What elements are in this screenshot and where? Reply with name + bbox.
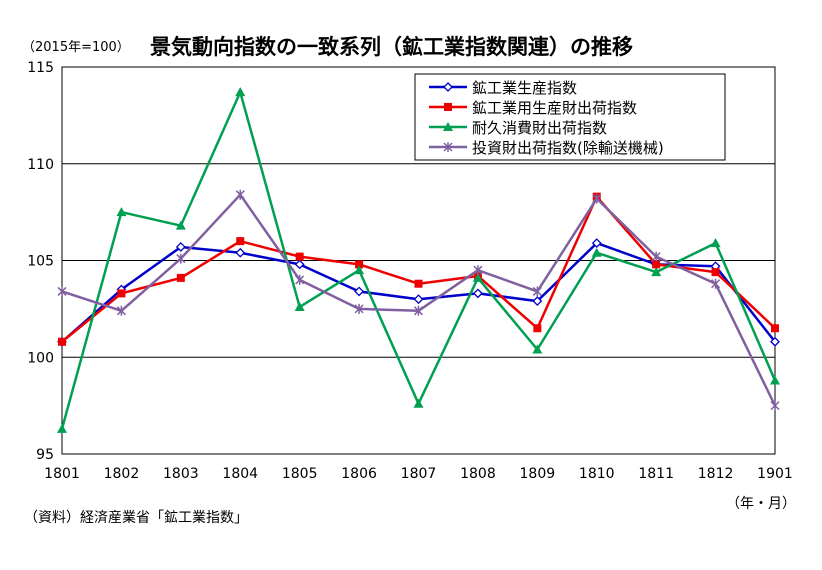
data-point-2	[771, 324, 779, 333]
data-point-4	[770, 400, 780, 411]
legend-label: 投資財出荷指数(除輸送機械)	[472, 139, 664, 157]
data-point-2	[355, 260, 364, 269]
data-point-1	[770, 336, 780, 347]
legend-label: 鉱工業用生産財出荷指数	[472, 99, 637, 117]
legend-label: 鉱工業生産指数	[472, 79, 577, 97]
data-point-1	[235, 247, 246, 258]
data-point-2	[176, 273, 185, 282]
x-tick-label: 1806	[341, 466, 377, 482]
data-point-1	[294, 259, 305, 270]
series-line-1	[61, 241, 776, 343]
legend-box	[414, 73, 726, 161]
data-point-4	[711, 278, 721, 289]
data-point-2	[295, 252, 304, 261]
data-point-4	[592, 193, 602, 204]
y-tick-label: 110	[27, 157, 54, 173]
data-point-3	[354, 265, 365, 275]
data-point-3	[235, 87, 246, 97]
data-point-3	[57, 423, 67, 433]
x-tick-label: 1810	[579, 466, 615, 482]
x-tick-label: 1808	[460, 466, 496, 482]
x-tick-label: 1803	[163, 466, 199, 482]
x-tick-label: 1805	[282, 466, 318, 482]
legend-marker	[443, 142, 453, 152]
data-point-3	[294, 301, 305, 311]
data-point-4	[651, 251, 661, 262]
x-tick-label: 1801	[44, 466, 80, 482]
data-point-2	[414, 279, 423, 288]
data-point-4	[473, 265, 483, 276]
x-axis-unit: （年・月）	[726, 496, 796, 512]
data-point-3	[770, 375, 780, 385]
y-unit-label: （2015年=100）	[22, 40, 130, 55]
data-point-1	[532, 296, 543, 307]
legend-label: 耐久消費財出荷指数	[472, 119, 607, 137]
legend-marker	[444, 103, 452, 111]
data-point-3	[116, 207, 127, 217]
x-tick-label: 1811	[638, 466, 674, 482]
x-tick-label: 1802	[104, 466, 140, 482]
legend-marker	[443, 82, 453, 92]
legend-marker	[443, 122, 453, 131]
data-point-3	[175, 220, 186, 230]
data-point-2	[117, 289, 126, 298]
data-point-2	[533, 324, 542, 333]
source-note: （資料）経済産業省「鉱工業指数」	[24, 510, 248, 526]
data-point-1	[472, 288, 483, 299]
data-point-4	[176, 253, 186, 264]
data-point-4	[235, 189, 245, 200]
data-point-1	[591, 238, 602, 249]
data-point-3	[651, 267, 662, 277]
data-point-1	[175, 242, 186, 252]
y-tick-label: 95	[36, 447, 54, 463]
x-tick-label: 1807	[401, 466, 437, 482]
data-point-2	[58, 337, 66, 346]
x-tick-label: 1809	[520, 466, 556, 482]
data-point-2	[652, 260, 661, 269]
data-point-4	[116, 305, 126, 316]
y-tick-label: 100	[27, 350, 54, 366]
data-point-2	[236, 237, 245, 246]
data-point-3	[532, 344, 543, 354]
x-tick-label: 1804	[222, 466, 258, 482]
data-point-2	[711, 268, 720, 277]
data-point-1	[413, 294, 424, 305]
data-point-4	[295, 274, 305, 285]
data-point-4	[532, 286, 542, 297]
x-tick-label: 1812	[698, 466, 734, 482]
y-tick-label: 105	[27, 254, 54, 270]
data-point-4	[413, 305, 424, 316]
data-point-1	[354, 286, 365, 297]
chart-title: 景気動向指数の一致系列（鉱工業指数関連）の推移	[150, 35, 633, 59]
data-point-3	[710, 238, 721, 248]
data-point-4	[57, 286, 67, 297]
data-point-3	[591, 247, 602, 257]
y-tick-label: 115	[27, 60, 54, 76]
data-point-3	[413, 398, 424, 408]
data-point-4	[354, 303, 364, 314]
x-tick-label: 1901	[757, 466, 793, 482]
data-point-3	[472, 272, 483, 282]
